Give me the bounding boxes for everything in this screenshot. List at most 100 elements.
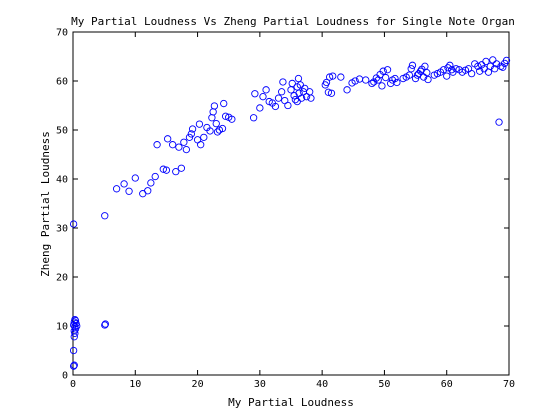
data-point: [301, 84, 309, 93]
chart-title: My Partial Loudness Vs Zheng Partial Lou…: [71, 15, 515, 28]
data-point: [200, 133, 208, 142]
data-point: [337, 73, 345, 81]
data-point: [443, 72, 451, 80]
data-point: [408, 61, 417, 69]
data-point: [169, 141, 177, 149]
data-point: [327, 89, 336, 97]
y-tick-label: 70: [56, 28, 68, 39]
data-point: [279, 78, 287, 86]
data-point: [278, 88, 286, 96]
data-point: [70, 361, 78, 369]
data-point: [351, 77, 359, 85]
data-point: [499, 63, 507, 71]
y-tick-label: 50: [56, 126, 68, 137]
x-tick-label: 30: [254, 379, 266, 390]
data-point: [421, 62, 429, 70]
data-point: [101, 212, 109, 220]
data-point: [474, 62, 482, 70]
data-point: [383, 66, 392, 74]
data-point: [274, 94, 283, 102]
data-point: [271, 102, 280, 111]
data-point: [284, 101, 292, 110]
data-point: [125, 187, 133, 195]
data-point: [159, 165, 167, 173]
data-point: [120, 180, 128, 188]
data-point: [297, 94, 306, 102]
data-point: [101, 321, 109, 329]
data-point: [197, 141, 205, 149]
x-axis-label: My Partial Loudness: [228, 396, 354, 409]
data-point: [162, 166, 171, 174]
data-point: [220, 99, 228, 108]
data-point: [73, 322, 81, 330]
y-tick-label: 60: [56, 77, 68, 88]
data-point: [182, 145, 191, 154]
data-point: [228, 115, 236, 123]
data-point: [210, 102, 219, 110]
data-point: [172, 167, 180, 176]
data-point: [374, 76, 382, 84]
data-point: [362, 76, 370, 84]
data-point: [492, 60, 501, 68]
x-tick-label: 20: [192, 379, 204, 390]
data-point: [294, 74, 303, 83]
data-point: [325, 73, 334, 81]
data-point: [405, 71, 413, 79]
data-point: [446, 61, 454, 69]
data-point: [221, 112, 230, 120]
data-point: [324, 88, 333, 96]
data-point: [495, 118, 503, 126]
data-point: [188, 125, 197, 133]
data-point: [218, 124, 227, 133]
data-point: [452, 65, 460, 73]
data-point: [213, 128, 222, 136]
data-point: [69, 362, 78, 370]
data-point: [489, 56, 497, 64]
data-point: [212, 119, 220, 128]
data-point: [378, 82, 386, 90]
y-axis-label: Zheng Partial Loudness: [39, 131, 52, 277]
data-point: [407, 65, 415, 73]
data-point: [187, 130, 195, 138]
data-point: [391, 74, 399, 83]
data-point: [177, 164, 186, 172]
data-point: [112, 185, 121, 193]
data-point: [147, 179, 155, 187]
data-point: [288, 79, 296, 88]
data-point: [206, 127, 214, 135]
data-point: [71, 315, 79, 324]
data-point: [393, 78, 401, 87]
data-point: [343, 86, 351, 94]
data-point: [144, 187, 152, 195]
data-point: [185, 133, 194, 142]
data-point: [101, 320, 110, 328]
axis-ticks: 0 10 20 30 40 50 60 70 0 10 20 30 40 50 60 70: [56, 28, 515, 391]
data-point: [151, 172, 159, 181]
x-tick-label: 70: [503, 379, 515, 390]
y-tick-label: 0: [62, 371, 68, 382]
x-tick-label: 50: [378, 379, 390, 390]
data-point: [195, 120, 204, 128]
data-point: [131, 174, 139, 182]
data-point: [502, 56, 511, 65]
data-point: [259, 93, 267, 101]
data-point: [175, 143, 183, 151]
data-point: [249, 114, 258, 122]
x-tick-label: 40: [316, 379, 328, 390]
y-tick-label: 10: [56, 322, 68, 333]
data-point: [379, 67, 387, 75]
data-point: [251, 90, 259, 98]
data-point: [329, 72, 337, 80]
data-point: [71, 316, 80, 325]
data-point: [491, 65, 499, 73]
x-tick-label: 10: [129, 379, 141, 390]
data-point: [322, 78, 331, 87]
data-point: [423, 69, 431, 77]
data-point: [370, 78, 378, 86]
y-tick-label: 20: [56, 273, 68, 284]
data-point: [476, 67, 484, 75]
data-point: [164, 135, 172, 143]
data-point: [153, 141, 161, 149]
